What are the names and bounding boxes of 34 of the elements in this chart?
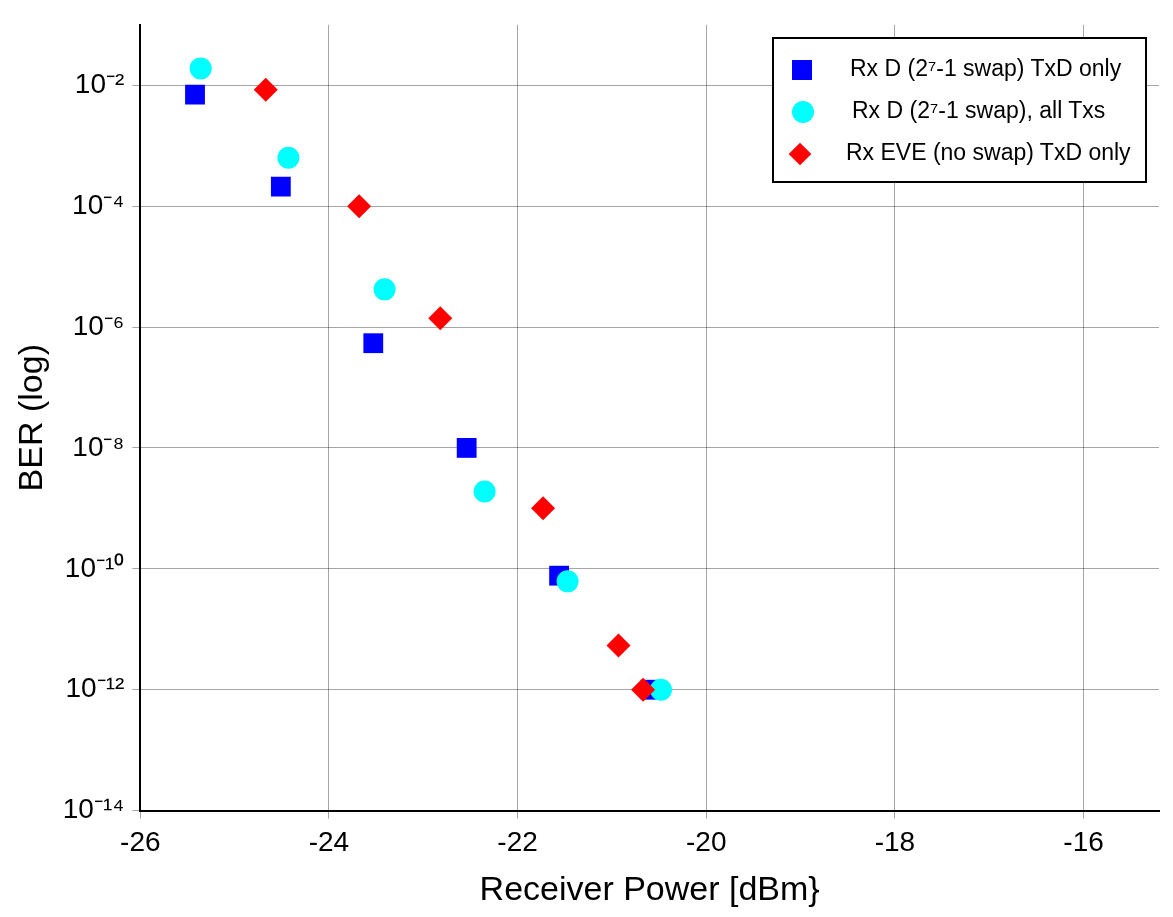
point [363, 333, 384, 354]
point [373, 278, 396, 301]
x-tick-label: -24 [308, 826, 350, 858]
point [606, 633, 631, 658]
point [270, 176, 291, 197]
point [189, 57, 212, 80]
y-tick-label: 10⁻¹² [65, 672, 125, 704]
legend-label: Rx EVE (no swap) TxD only [846, 138, 1131, 165]
x-tick-label: -20 [686, 826, 727, 858]
y-tick-label: 10⁻⁸ [72, 430, 125, 462]
point [428, 306, 453, 331]
point [185, 84, 205, 105]
y-axis-title: BER (log) [10, 344, 49, 492]
point [531, 496, 556, 521]
x-tick-label: -22 [497, 826, 538, 858]
point [253, 77, 278, 102]
y-tick-label: 10⁻² [74, 67, 125, 99]
x-tick-label: -16 [1063, 826, 1104, 858]
point [277, 146, 300, 169]
y-tick-label: 10⁻⁶ [72, 309, 125, 341]
point [473, 480, 496, 503]
point [631, 677, 656, 702]
y-tick-label: 10⁻⁴ [72, 188, 125, 220]
y-tick-label: 10⁻¹⁰ [64, 551, 125, 583]
x-axis-title: Receiver Power [dBm} [479, 868, 820, 907]
legend-label: Rx D (2⁷-1 swap) TxD only [850, 54, 1122, 81]
legend-label: Rx D (2⁷-1 swap), all Txs [852, 96, 1106, 123]
point [347, 194, 372, 219]
y-tick-label: 10⁻¹⁴ [62, 793, 125, 825]
point [556, 570, 579, 593]
point [456, 438, 477, 458]
point [649, 678, 672, 701]
x-tick-label: -18 [874, 826, 916, 858]
x-tick-label: -26 [120, 826, 161, 858]
